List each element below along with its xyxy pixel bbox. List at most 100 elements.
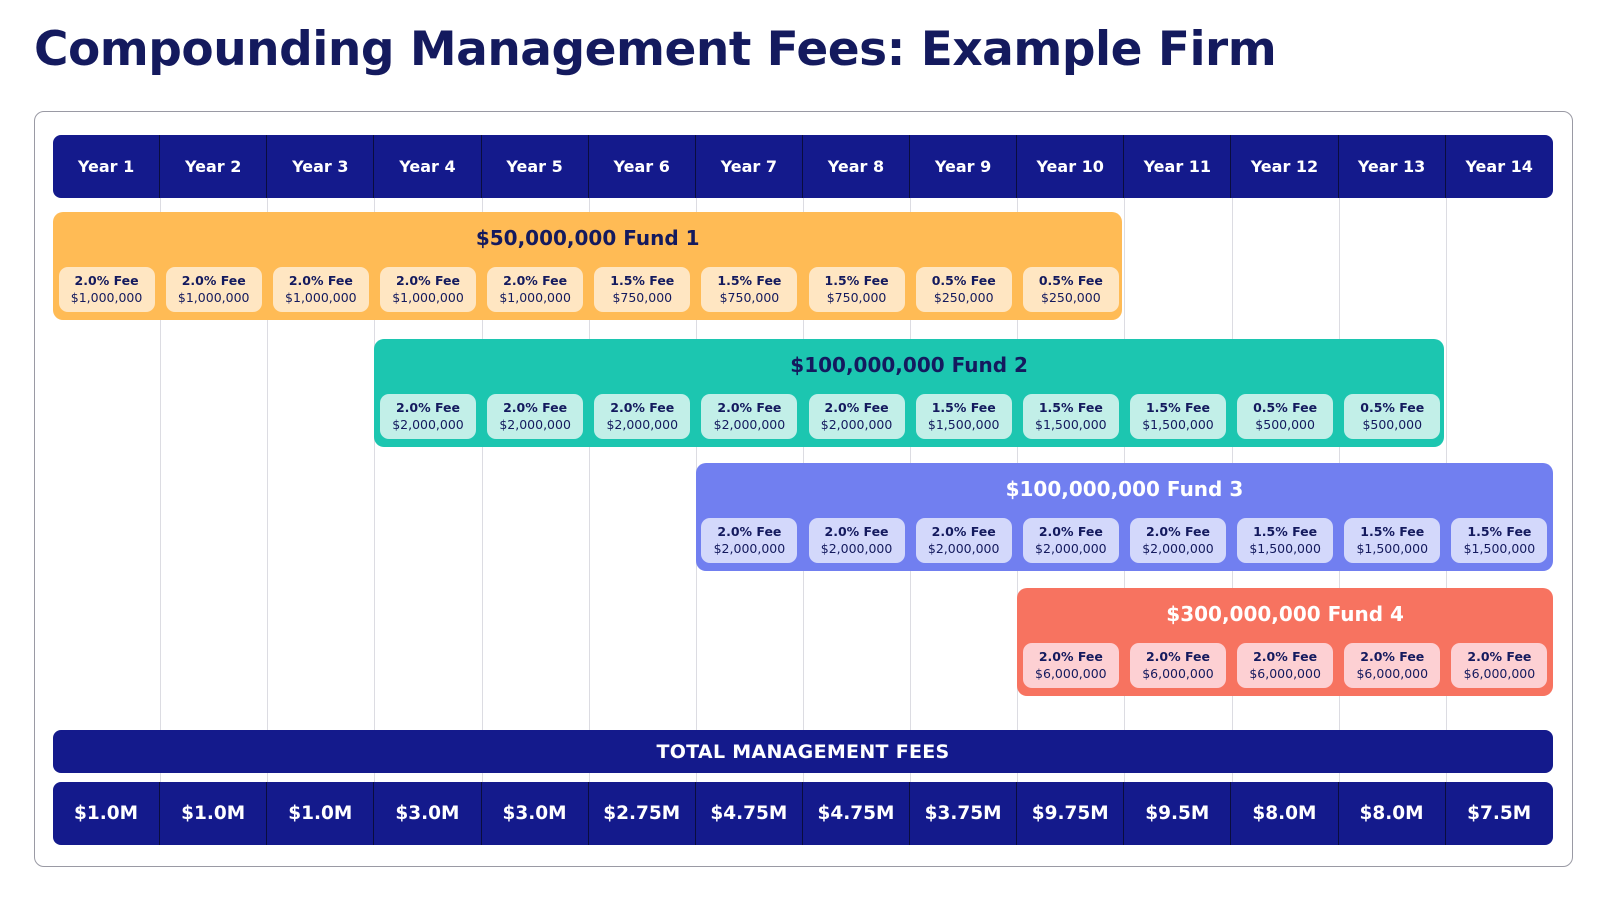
fee-chip: 2.0% Fee $2,000,000 bbox=[701, 394, 798, 439]
fee-amount: $6,000,000 bbox=[1249, 665, 1321, 681]
fee-rate: 1.5% Fee bbox=[610, 273, 675, 289]
fee-amount: $2,000,000 bbox=[820, 416, 893, 432]
fee-rate: 2.0% Fee bbox=[931, 524, 996, 540]
fee-rate: 2.0% Fee bbox=[74, 273, 139, 289]
year-header-cell: Year 1 bbox=[53, 135, 161, 198]
fee-amount: $250,000 bbox=[933, 289, 994, 305]
fee-rate: 2.0% Fee bbox=[1145, 649, 1210, 665]
total-fee-cell: $3.0M bbox=[482, 782, 589, 845]
fee-amount: $1,500,000 bbox=[927, 416, 1000, 432]
fund-3-bar: $100,000,000 Fund 3 2.0% Fee $2,000,000 2.0… bbox=[695, 463, 1553, 571]
gridline bbox=[374, 135, 376, 835]
fee-rate: 2.0% Fee bbox=[503, 400, 568, 416]
fee-chip: 1.5% Fee $1,500,000 bbox=[1344, 518, 1441, 563]
fund-2-bar: $100,000,000 Fund 2 2.0% Fee $2,000,000 2.0… bbox=[374, 339, 1444, 447]
fee-chip: 2.0% Fee $6,000,000 bbox=[1344, 643, 1441, 688]
fee-chip: 2.0% Fee $1,000,000 bbox=[58, 267, 155, 312]
fee-chip: 2.0% Fee $6,000,000 bbox=[1451, 643, 1548, 688]
gridline bbox=[160, 135, 162, 835]
fee-amount: $2,000,000 bbox=[927, 540, 1000, 556]
fee-amount: $1,500,000 bbox=[1463, 540, 1536, 556]
fee-amount: $2,000,000 bbox=[713, 540, 786, 556]
fee-chip: 1.5% Fee $750,000 bbox=[594, 267, 691, 312]
fee-amount: $1,500,000 bbox=[1142, 416, 1214, 432]
year-header-cell: Year 3 bbox=[267, 135, 375, 198]
fee-chip: 2.0% Fee $6,000,000 bbox=[1022, 643, 1119, 688]
fee-amount: $1,500,000 bbox=[1249, 540, 1321, 556]
total-fee-cell: $3.0M bbox=[374, 782, 482, 845]
fee-rate: 2.0% Fee bbox=[824, 524, 889, 540]
gridline bbox=[481, 135, 483, 835]
year-header-cell: Year 13 bbox=[1339, 135, 1446, 198]
fee-amount: $6,000,000 bbox=[1035, 665, 1107, 681]
fee-amount: $1,000,000 bbox=[285, 289, 357, 305]
fee-chip: 2.0% Fee $2,000,000 bbox=[594, 394, 691, 439]
fee-amount: $1,000,000 bbox=[499, 289, 571, 305]
fee-rate: 0.5% Fee bbox=[931, 273, 996, 289]
fee-amount: $1,000,000 bbox=[177, 289, 250, 305]
fee-amount: $1,000,000 bbox=[392, 289, 464, 305]
fee-chip: 2.0% Fee $2,000,000 bbox=[808, 394, 905, 439]
year-header-cell: Year 10 bbox=[1017, 135, 1125, 198]
fee-rate: 2.0% Fee bbox=[1038, 524, 1103, 540]
fee-chip: 2.0% Fee $6,000,000 bbox=[1129, 643, 1226, 688]
total-fee-cell: $1.0M bbox=[160, 782, 268, 845]
fee-chip: 2.0% Fee $2,000,000 bbox=[915, 518, 1012, 563]
fee-rate: 1.5% Fee bbox=[824, 273, 889, 289]
fee-rate: 0.5% Fee bbox=[1038, 273, 1103, 289]
fee-amount: $1,500,000 bbox=[1356, 540, 1429, 556]
year-header-bar: Year 1 Year 2 Year 3 Year 4 Year 5 Year 6 Year… bbox=[53, 135, 1553, 198]
fee-amount: $750,000 bbox=[719, 289, 780, 305]
fee-rate: 2.0% Fee bbox=[1253, 649, 1318, 665]
fee-rate: 2.0% Fee bbox=[717, 524, 782, 540]
fund-4-bar: $300,000,000 Fund 4 2.0% Fee $6,000,000 2.0… bbox=[1017, 588, 1553, 696]
fund-title: $100,000,000 Fund 3 bbox=[1005, 477, 1244, 501]
fee-chip: 0.5% Fee $250,000 bbox=[1022, 267, 1119, 312]
year-header-cell: Year 14 bbox=[1465, 157, 1533, 176]
fee-chip: 2.0% Fee $6,000,000 bbox=[1237, 643, 1334, 688]
fee-amount: $6,000,000 bbox=[1356, 665, 1429, 681]
fee-rate: 1.5% Fee bbox=[1253, 524, 1318, 540]
total-fee-cell: $3.75M bbox=[910, 782, 1018, 845]
total-fee-cell: $8.0M bbox=[1339, 782, 1446, 845]
fee-rate: 2.0% Fee bbox=[1467, 649, 1532, 665]
total-fee-cell: $9.75M bbox=[1017, 782, 1125, 845]
fee-rate: 1.5% Fee bbox=[1145, 400, 1210, 416]
gridline bbox=[267, 135, 269, 835]
total-fees-bar: $1.0M $1.0M $1.0M $3.0M $3.0M $2.75M $4.75M $4.… bbox=[53, 782, 1553, 845]
fee-amount: $6,000,000 bbox=[1142, 665, 1214, 681]
fee-rate: 2.0% Fee bbox=[1038, 649, 1103, 665]
fund-title: $50,000,000 Fund 1 bbox=[475, 226, 700, 250]
fee-chip: 0.5% Fee $500,000 bbox=[1344, 394, 1441, 439]
total-fee-cell: $1.0M bbox=[267, 782, 375, 845]
fee-rate: 1.5% Fee bbox=[717, 273, 782, 289]
fee-rate: 1.5% Fee bbox=[1038, 400, 1103, 416]
fund-1-bar: $50,000,000 Fund 1 2.0% Fee $1,000,000 2.0%… bbox=[53, 212, 1123, 320]
fee-rate: 1.5% Fee bbox=[931, 400, 996, 416]
total-management-fees-label: TOTAL MANAGEMENT FEES bbox=[53, 730, 1553, 773]
gridline bbox=[588, 135, 590, 835]
year-header-cell: Year 2 bbox=[160, 135, 268, 198]
fee-rate: 1.5% Fee bbox=[1467, 524, 1532, 540]
fee-amount: $500,000 bbox=[1362, 416, 1423, 432]
fee-rate: 2.0% Fee bbox=[503, 273, 568, 289]
fee-amount: $2,000,000 bbox=[713, 416, 786, 432]
total-fee-cell: $4.75M bbox=[803, 782, 910, 845]
year-header-cell: Year 11 bbox=[1124, 135, 1232, 198]
fee-amount: $2,000,000 bbox=[499, 416, 571, 432]
total-fee-cell: $1.0M bbox=[53, 782, 161, 845]
year-header-cell: Year 12 bbox=[1231, 135, 1339, 198]
fee-chip: 1.5% Fee $1,500,000 bbox=[1451, 518, 1548, 563]
fee-chip: 1.5% Fee $1,500,000 bbox=[915, 394, 1012, 439]
fee-chip: 1.5% Fee $1,500,000 bbox=[1022, 394, 1119, 439]
fee-chip: 2.0% Fee $2,000,000 bbox=[808, 518, 905, 563]
total-fee-cell: $9.5M bbox=[1124, 782, 1232, 845]
fee-amount: $750,000 bbox=[826, 289, 887, 305]
fee-chip: 2.0% Fee $1,000,000 bbox=[487, 267, 584, 312]
fee-chip: 0.5% Fee $500,000 bbox=[1237, 394, 1334, 439]
year-header-cell: Year 8 bbox=[803, 135, 910, 198]
fee-chip: 2.0% Fee $2,000,000 bbox=[1022, 518, 1119, 563]
fee-rate: 2.0% Fee bbox=[1360, 649, 1425, 665]
fee-amount: $750,000 bbox=[612, 289, 673, 305]
fee-chip: 2.0% Fee $2,000,000 bbox=[379, 394, 476, 439]
